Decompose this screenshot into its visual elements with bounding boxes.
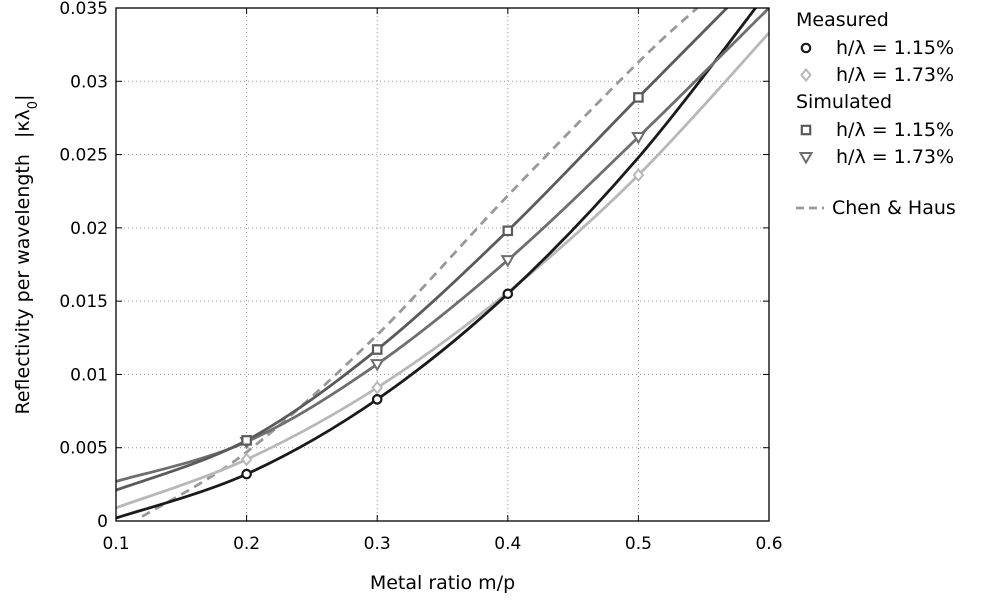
y-tick-label: 0 [97, 512, 108, 532]
series-4 [141, 8, 699, 518]
legend-group-title: Simulated [796, 91, 892, 113]
x-tick-label: 0.1 [102, 534, 129, 554]
series-layer [116, 8, 769, 520]
data-point [241, 435, 252, 446]
y-tick-label: 0.01 [70, 365, 108, 385]
legend: Measured h/λ = 1.15% h/λ = 1.73% Simulated h… [796, 9, 956, 219]
data-point [241, 468, 252, 480]
legend-entry-label: h/λ = 1.15% [836, 37, 954, 59]
legend-marker [800, 67, 812, 83]
x-tick-label: 0.3 [364, 534, 391, 554]
legend-entry-label: h/λ = 1.73% [836, 64, 954, 86]
x-tick-label: 0.4 [494, 534, 521, 554]
plot-frame [115, 7, 770, 522]
y-axis-title-symbol: |κλ [12, 109, 34, 138]
data-point [632, 168, 645, 183]
y-tick-label: 0.005 [59, 439, 108, 459]
data-point [371, 344, 383, 355]
legend-marker [798, 152, 814, 165]
legend-marker [800, 124, 812, 136]
legend-marker [800, 42, 812, 54]
data-point [633, 92, 644, 103]
y-tick-label: 0.025 [59, 146, 108, 166]
x-axis-title: Metal ratio m/p [370, 572, 515, 594]
legend-group-title: Measured [796, 9, 889, 31]
data-point [369, 359, 385, 372]
legend-entry-label: Chen & Haus [832, 197, 956, 219]
data-point [371, 380, 383, 395]
y-tick-label: 0.015 [59, 292, 108, 312]
y-tick-label: 0.02 [70, 219, 108, 239]
axis-ticks: 0.1 0.2 0.3 0.4 0.5 0.6 0 0.005 0.01 0.015 0.02 0.0… [59, 0, 782, 554]
x-tick-label: 0.6 [755, 534, 782, 554]
data-point [631, 131, 646, 145]
data-point [371, 394, 383, 405]
data-point [500, 255, 516, 268]
series-line [141, 8, 699, 518]
y-tick-label: 0.03 [70, 72, 108, 92]
x-tick-label: 0.5 [625, 534, 652, 554]
x-tick-label: 0.2 [233, 534, 260, 554]
y-axis-title-text: Reflectivity per wavelength [12, 154, 34, 414]
data-point [240, 452, 253, 467]
data-point [502, 225, 514, 237]
legend-entry-label: h/λ = 1.73% [836, 146, 954, 168]
y-tick-label: 0.035 [59, 0, 108, 19]
y-axis-title-close: | [12, 95, 34, 101]
y-axis-title: Reflectivity per wavelength |κλ0| [12, 95, 41, 415]
legend-entry-label: h/λ = 1.15% [836, 119, 954, 141]
y-axis-title-subscript: 0 [26, 101, 41, 109]
data-point [502, 288, 514, 300]
